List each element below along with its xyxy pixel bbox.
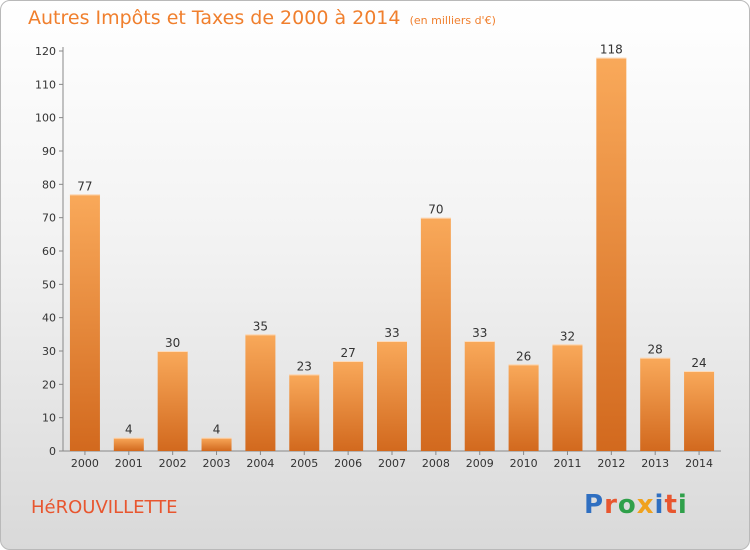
x-tick-label: 2010 xyxy=(510,457,538,470)
bar-value-label: 28 xyxy=(648,343,663,357)
bar xyxy=(464,341,495,451)
x-tick-label: 2002 xyxy=(159,457,187,470)
value-labels: 77 4 30 4 35 23 27 33 70 33 26 32 118 28 24 xyxy=(77,43,706,437)
bar-value-label: 4 xyxy=(125,423,133,437)
bar-value-label: 30 xyxy=(165,336,180,350)
bar-value-label: 24 xyxy=(691,356,706,370)
bar xyxy=(289,374,320,451)
bar xyxy=(377,341,407,451)
logo-letter: r xyxy=(604,490,618,520)
bar-value-label: 4 xyxy=(213,423,221,437)
y-tick-label: 50 xyxy=(42,278,56,291)
bar-value-label: 32 xyxy=(560,329,575,343)
bars xyxy=(69,57,715,452)
bar-value-label: 33 xyxy=(384,326,399,340)
x-tick-label: 2011 xyxy=(553,457,581,470)
y-tick-label: 40 xyxy=(42,312,56,325)
bar xyxy=(640,357,671,451)
y-tick-label: 10 xyxy=(42,412,56,425)
bar xyxy=(69,194,100,452)
bar-value-label: 118 xyxy=(600,43,623,57)
bar xyxy=(508,364,539,451)
bar xyxy=(245,334,276,451)
bar-value-label: 70 xyxy=(428,203,443,217)
commune-name: HéROUVILLETTE xyxy=(31,497,178,518)
y-tick-label: 20 xyxy=(42,378,56,391)
y-tick-label: 30 xyxy=(42,345,56,358)
bar-value-label: 23 xyxy=(297,359,312,373)
y-tick-label: 80 xyxy=(42,178,56,191)
x-tick-label: 2004 xyxy=(246,457,274,470)
chart-title: Autres Impôts et Taxes de 2000 à 2014 (e… xyxy=(28,7,496,29)
logo-letter: P xyxy=(584,490,605,520)
y-tick-label: 120 xyxy=(35,45,56,58)
bar xyxy=(201,437,232,451)
y-tick-label: 100 xyxy=(35,112,56,125)
bar-value-label: 27 xyxy=(340,346,355,360)
y-tick-label: 90 xyxy=(42,145,56,158)
proxiti-logo[interactable]: Proxiti xyxy=(584,490,688,520)
y-tick-label: 110 xyxy=(35,78,56,91)
x-tick-label: 2007 xyxy=(378,457,406,470)
chart-unit-label: (en milliers d'€) xyxy=(409,14,496,27)
bar-value-label: 35 xyxy=(253,319,268,333)
bar xyxy=(420,217,451,451)
x-tick-label: 2001 xyxy=(115,457,143,470)
x-tick-label: 2006 xyxy=(334,457,362,470)
bar xyxy=(684,371,715,451)
chart-title-text: Autres Impôts et Taxes de 2000 à 2014 xyxy=(28,7,401,29)
x-tick-label: 2013 xyxy=(641,457,669,470)
bar xyxy=(596,57,627,452)
x-tick-label: 2014 xyxy=(685,457,713,470)
bar-value-label: 33 xyxy=(472,326,487,340)
bar xyxy=(113,437,144,451)
x-tick-label: 2009 xyxy=(466,457,494,470)
bar xyxy=(333,361,364,451)
bar xyxy=(552,344,583,451)
logo-letter: o xyxy=(617,490,637,520)
bar xyxy=(157,351,188,451)
x-tick-label: 2000 xyxy=(71,457,99,470)
x-tick-label: 2003 xyxy=(203,457,231,470)
logo-letter: t xyxy=(664,490,678,520)
logo-letter: x xyxy=(636,490,655,520)
bar-value-label: 77 xyxy=(77,179,92,193)
x-tick-label: 2005 xyxy=(290,457,318,470)
logo-letter: i xyxy=(654,490,665,520)
logo-letter: i xyxy=(677,490,688,520)
y-tick-label: 60 xyxy=(42,245,56,258)
x-tick-label: 2012 xyxy=(597,457,625,470)
y-tick-label: 70 xyxy=(42,212,56,225)
x-tick-label: 2008 xyxy=(422,457,450,470)
y-tick-label: 0 xyxy=(49,445,56,458)
bar-value-label: 26 xyxy=(516,349,531,363)
